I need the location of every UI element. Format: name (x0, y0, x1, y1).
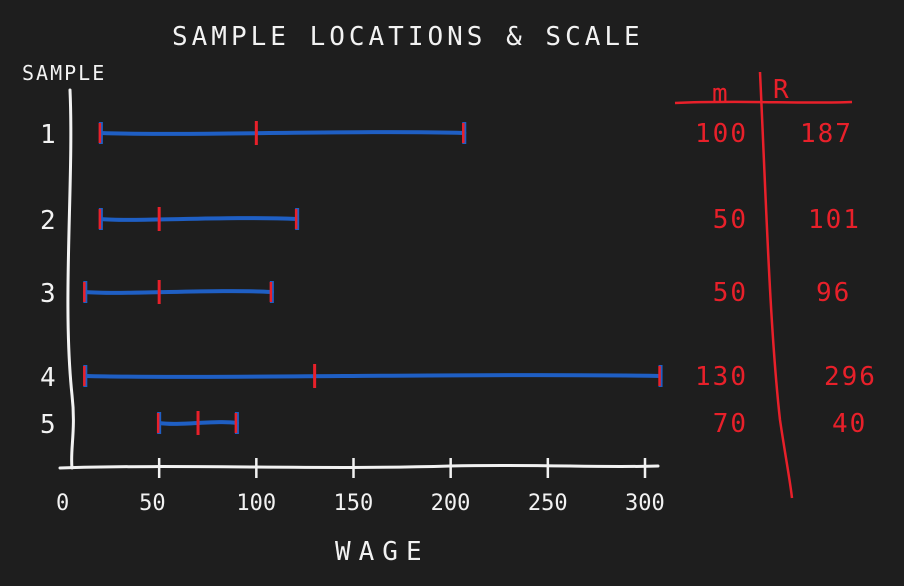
x-ticks: 0 50 100 150 200 250 300 (56, 458, 665, 516)
sample-range-line (83, 373, 663, 379)
x-tick-label: 150 (334, 491, 374, 516)
table-m-value: 130 (695, 362, 748, 392)
y-tick-labels: 1 2 3 4 5 (40, 120, 60, 440)
table-R-value: 187 (800, 119, 853, 149)
x-tick-label: 50 (139, 491, 166, 516)
sample-label: 1 (40, 120, 60, 150)
sample-range-line (83, 289, 274, 295)
table-R-value: 40 (832, 409, 867, 439)
table-m-value: 50 (713, 278, 748, 308)
x-tick-label: 300 (625, 491, 665, 516)
table-header-m: m (712, 79, 730, 109)
y-axis-line (66, 88, 75, 470)
table-header-line (674, 100, 853, 105)
sample-ranges (83, 121, 663, 435)
table-m-value: 70 (713, 409, 748, 439)
table-R-value: 96 (816, 278, 851, 308)
x-tick-label: 200 (431, 491, 471, 516)
sample-label: 5 (40, 410, 60, 440)
sample-label: 3 (40, 279, 60, 309)
sample-label: 2 (40, 206, 60, 236)
table-header-R: R (773, 75, 791, 105)
x-tick-label: 250 (528, 491, 568, 516)
x-tick-label: 100 (236, 491, 276, 516)
table-divider-line (758, 71, 794, 499)
x-axis-line (58, 463, 660, 470)
y-axis-label: SAMPLE (22, 61, 106, 85)
table-m-value: 50 (713, 205, 748, 235)
sample-range-line (98, 130, 467, 136)
table-m-value: 100 (695, 119, 748, 149)
x-tick-label: 0 (56, 491, 69, 516)
stats-table: m R 100 187 50 101 50 96 130 296 70 40 (674, 71, 877, 499)
table-R-value: 296 (824, 362, 877, 392)
table-rows: 100 187 50 101 50 96 130 296 70 40 (695, 119, 877, 439)
sample-range-line (98, 216, 300, 222)
sample-label: 4 (40, 363, 60, 393)
table-R-value: 101 (808, 205, 861, 235)
chart-title: SAMPLE LOCATIONS & SCALE (172, 22, 644, 52)
x-axis-label: WAGE (335, 537, 430, 567)
